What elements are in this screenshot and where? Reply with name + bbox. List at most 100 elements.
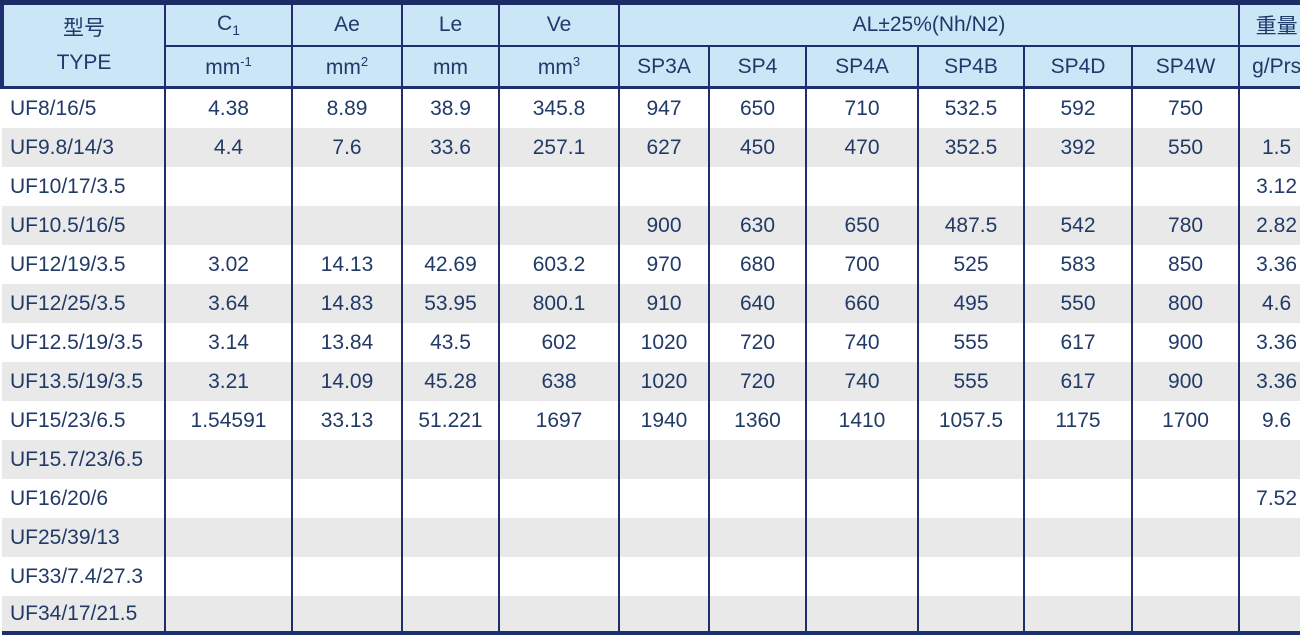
cell	[917, 479, 1025, 518]
row-type: UF12.5/19/3.5	[2, 323, 166, 362]
cell: 392	[1023, 128, 1133, 167]
cell	[708, 557, 807, 596]
cell: 630	[708, 206, 807, 245]
cell: 1057.5	[917, 401, 1025, 440]
cell	[1023, 479, 1133, 518]
cell	[1023, 440, 1133, 479]
cell: 700	[805, 245, 919, 284]
table-row: UF12.5/19/3.5 3.14 13.84 43.5 602 1020 720 740 5…	[2, 323, 1300, 362]
col-header-type: 型号 TYPE	[0, 1, 166, 89]
ve-unit-exponent: 3	[572, 53, 581, 69]
cell: 1175	[1023, 401, 1133, 440]
cell: 7.6	[291, 128, 403, 167]
row-type: UF15/23/6.5	[2, 401, 166, 440]
table-row: UF34/17/21.5	[2, 596, 1300, 635]
cell	[498, 440, 620, 479]
cell: 8.89	[291, 87, 403, 128]
cell: 3.14	[164, 323, 293, 362]
cell	[164, 518, 293, 557]
cell	[1023, 518, 1133, 557]
cell	[401, 206, 500, 245]
cell: 4.6	[1238, 284, 1300, 323]
cell: 487.5	[917, 206, 1025, 245]
row-type: UF15.7/23/6.5	[2, 440, 166, 479]
col-header-al-group: AL±25%(Nh/N2)	[617, 1, 1241, 47]
cell: 780	[1130, 206, 1241, 245]
cell	[498, 596, 620, 635]
cell: 38.9	[401, 87, 500, 128]
cell	[917, 167, 1025, 206]
cell	[708, 479, 807, 518]
cell	[805, 479, 919, 518]
unit-header-le: mm	[401, 45, 500, 89]
cell	[1130, 479, 1241, 518]
cell	[401, 479, 500, 518]
cell	[618, 167, 710, 206]
cell: 43.5	[401, 323, 500, 362]
type-label-cn: 型号	[63, 16, 105, 40]
cell	[618, 518, 710, 557]
col-header-sp4w: SP4W	[1130, 45, 1241, 89]
cell: 1020	[618, 323, 710, 362]
cell: 555	[917, 323, 1025, 362]
cell	[917, 596, 1025, 635]
cell: 850	[1130, 245, 1241, 284]
cell: 1940	[618, 401, 710, 440]
cell	[291, 479, 403, 518]
cell	[618, 479, 710, 518]
row-type: UF9.8/14/3	[2, 128, 166, 167]
cell	[1130, 596, 1241, 635]
table-row: UF16/20/6 7.52	[2, 479, 1300, 518]
unit-header-ve: mm3	[498, 45, 620, 89]
cell: 900	[1130, 362, 1241, 401]
cell	[164, 479, 293, 518]
cell	[1130, 557, 1241, 596]
cell	[164, 557, 293, 596]
cell: 750	[1130, 87, 1241, 128]
col-header-sp4: SP4	[708, 45, 807, 89]
cell	[1130, 167, 1241, 206]
cell: 720	[708, 323, 807, 362]
cell	[1238, 440, 1300, 479]
cell	[805, 596, 919, 635]
table-header: 型号 TYPE C1 Ae Le Ve AL±25%(Nh/N2) 重量 mm-…	[0, 1, 1300, 89]
cell	[917, 440, 1025, 479]
cell: 900	[1130, 323, 1241, 362]
cell: 7.52	[1238, 479, 1300, 518]
cell	[618, 440, 710, 479]
cell	[498, 518, 620, 557]
header-row-2: mm-1 mm2 mm mm3 SP3A SP4 SP4A SP4B SP4D …	[2, 45, 1300, 89]
cell: 14.13	[291, 245, 403, 284]
cell	[917, 557, 1025, 596]
row-type: UF25/39/13	[2, 518, 166, 557]
cell: 710	[805, 87, 919, 128]
cell	[401, 440, 500, 479]
cell	[291, 596, 403, 635]
cell	[1238, 596, 1300, 635]
cell: 42.69	[401, 245, 500, 284]
cell	[1023, 167, 1133, 206]
cell	[498, 167, 620, 206]
cell: 532.5	[917, 87, 1025, 128]
cell	[164, 206, 293, 245]
cell: 550	[1023, 284, 1133, 323]
cell: 3.12	[1238, 167, 1300, 206]
col-header-sp4d: SP4D	[1023, 45, 1133, 89]
type-label-en: TYPE	[56, 50, 112, 74]
cell: 9.6	[1238, 401, 1300, 440]
cell: 550	[1130, 128, 1241, 167]
cell: 617	[1023, 323, 1133, 362]
cell: 1.5	[1238, 128, 1300, 167]
cell: 51.221	[401, 401, 500, 440]
cell: 603.2	[498, 245, 620, 284]
cell: 257.1	[498, 128, 620, 167]
cell: 495	[917, 284, 1025, 323]
cell: 740	[805, 362, 919, 401]
unit-header-c1: mm-1	[164, 45, 293, 89]
cell: 910	[618, 284, 710, 323]
cell: 900	[618, 206, 710, 245]
col-header-sp3a: SP3A	[618, 45, 710, 89]
table-row: UF25/39/13	[2, 518, 1300, 557]
table-row: UF8/16/5 4.38 8.89 38.9 345.8 947 650 710 532.5 5…	[2, 87, 1300, 128]
